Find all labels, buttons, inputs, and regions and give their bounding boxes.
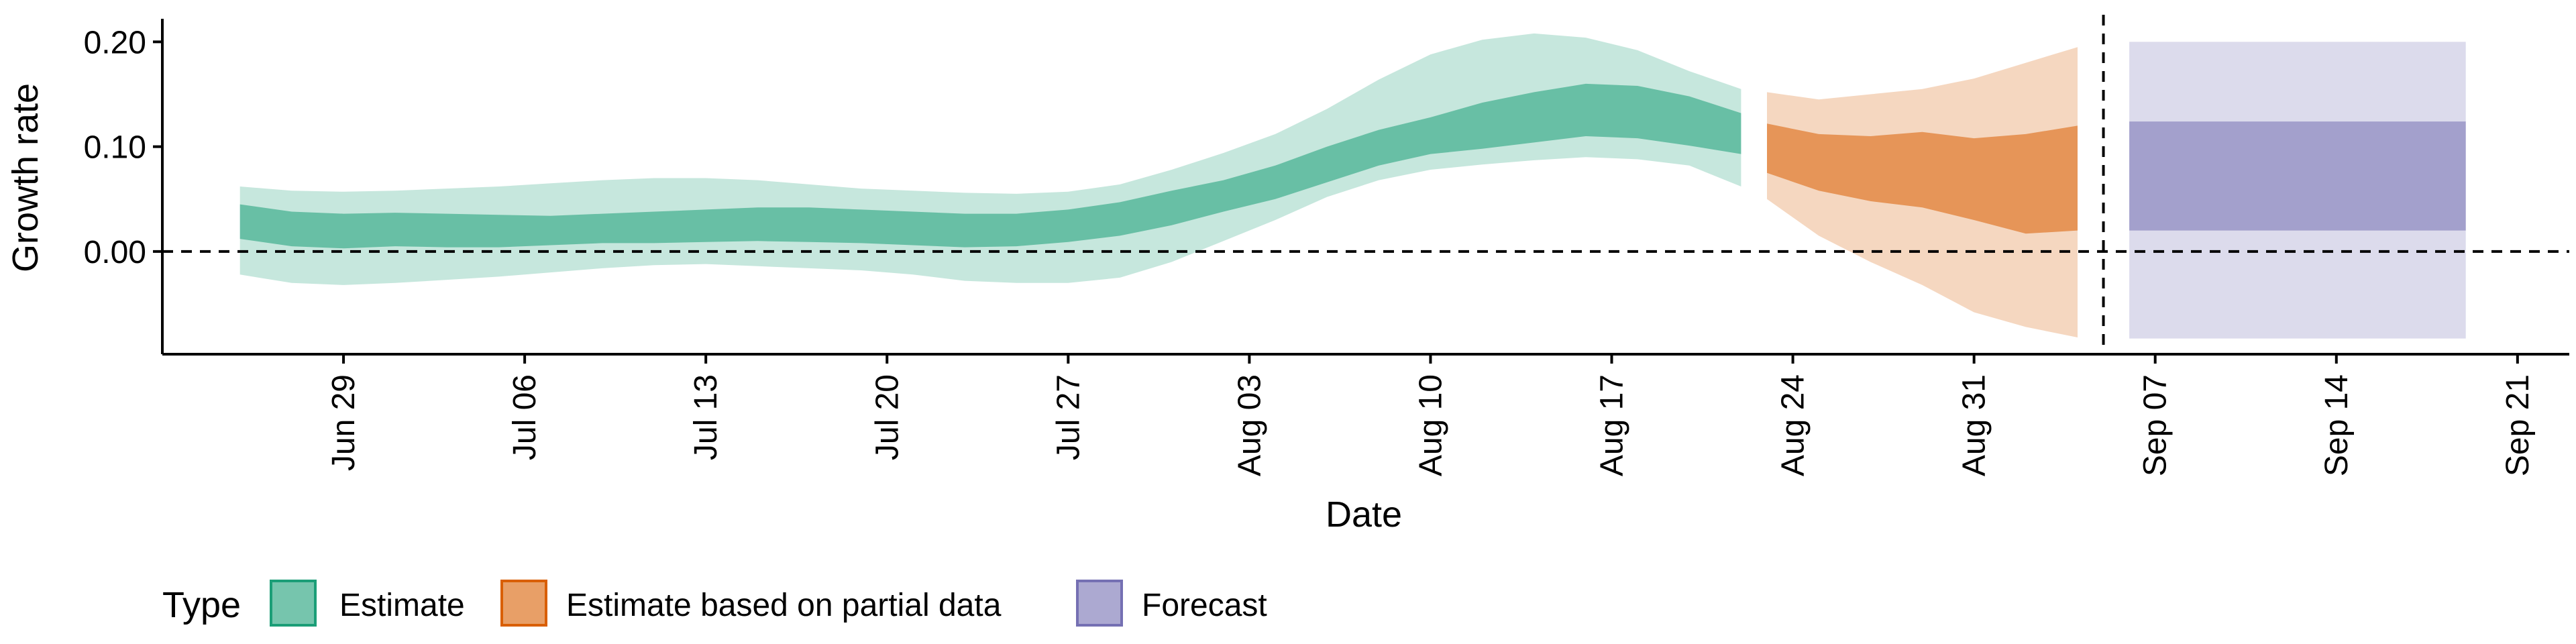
y-axis-title: Growth rate xyxy=(5,83,46,272)
legend-label-estimate: Estimate xyxy=(339,588,465,623)
legend-key-estimate-based-on-partial-data xyxy=(500,580,547,627)
x-axis-title: Date xyxy=(1326,494,1402,535)
x-tick-label: Jun 29 xyxy=(326,374,362,471)
x-tick-label: Aug 24 xyxy=(1776,374,1811,476)
legend-title: Type xyxy=(162,585,241,625)
x-tick-label: Aug 10 xyxy=(1413,374,1449,476)
axes: 0.00 0.10 0.20 Jun 29 Jul 06 Jul 13 Jul 20 Jul … xyxy=(84,19,2569,476)
legend-label-forecast: Forecast xyxy=(1142,588,1267,623)
x-tick-label: Aug 03 xyxy=(1232,374,1267,476)
x-tick-label: Jul 27 xyxy=(1051,374,1086,460)
forecast-inner-band xyxy=(2129,121,2466,231)
x-tick-label: Jul 06 xyxy=(507,374,543,460)
y-tick-label: 0.10 xyxy=(84,130,146,166)
estimate-based-on-partial-data-inner-band xyxy=(1767,123,2078,234)
x-tick-label: Sep 21 xyxy=(2500,374,2536,476)
x-tick-label: Jul 13 xyxy=(688,374,724,460)
y-tick-label: 0.20 xyxy=(84,25,146,60)
x-tick-label: Aug 17 xyxy=(1595,374,1630,476)
x-tick-label: Aug 31 xyxy=(1957,374,1992,476)
legend-label-estimate-based-on-partial-data: Estimate based on partial data xyxy=(566,588,1002,623)
legend-key-forecast xyxy=(1076,580,1123,627)
x-tick-label: Sep 14 xyxy=(2319,374,2355,476)
y-tick-label: 0.00 xyxy=(84,235,146,270)
plot-area xyxy=(162,15,2569,354)
x-tick-label: Jul 20 xyxy=(869,374,905,460)
estimate-outer-band xyxy=(239,33,1741,285)
estimate-inner-band xyxy=(239,83,1741,249)
x-tick-label: Sep 07 xyxy=(2138,374,2174,476)
legend-key-estimate xyxy=(270,580,317,627)
legend: Type Estimate Estimate based on partial d… xyxy=(162,580,1267,627)
